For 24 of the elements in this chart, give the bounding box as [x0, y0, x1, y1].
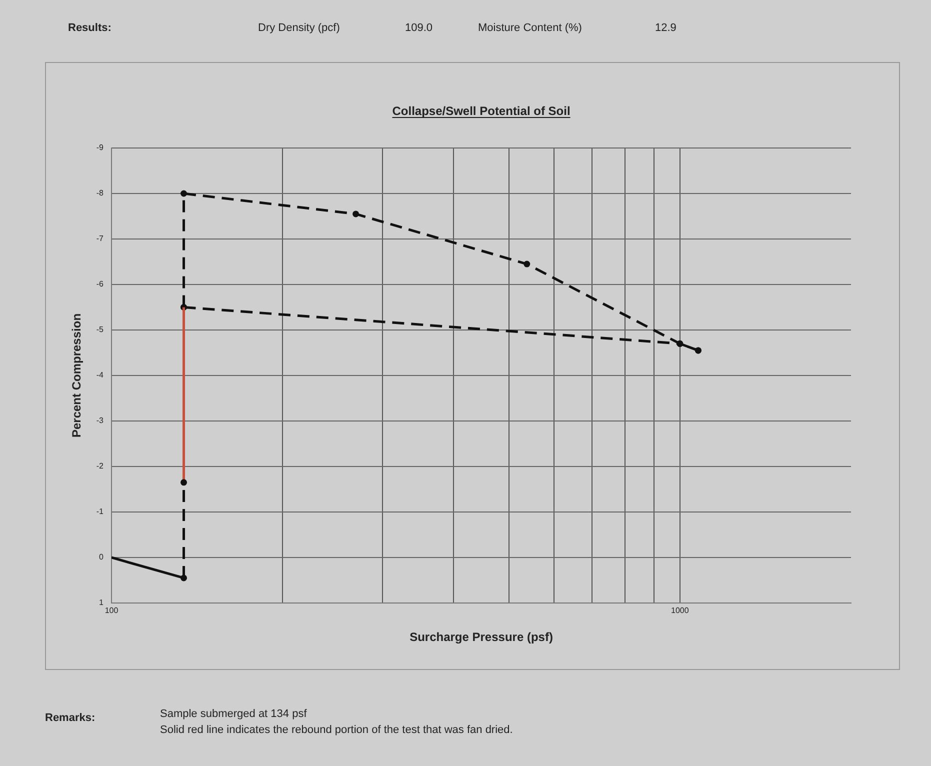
y-tick-label: -9 [96, 143, 104, 152]
text: 12.9 [655, 22, 676, 34]
y-tick-label: -3 [96, 416, 104, 426]
y-tick-label: 1 [99, 598, 104, 608]
x-tick-label: 1000 [671, 606, 690, 616]
y-tick-label: -4 [96, 370, 104, 380]
y-tick-label: -7 [96, 234, 104, 244]
y-tick-label: 0 [99, 552, 104, 562]
text: Solid red line indicates the rebound portion of the test that was fan dried. [160, 724, 513, 736]
y-tick-label: -6 [96, 280, 104, 289]
y-tick-label: -5 [96, 325, 104, 334]
text: Remarks: [45, 712, 96, 724]
chart-title: Collapse/Swell Potential of Soil [392, 104, 570, 118]
x-tick-label: 100 [104, 606, 119, 616]
x-axis-title: Surcharge Pressure (psf) [410, 630, 553, 644]
y-tick-label: -8 [96, 188, 104, 198]
y-axis-title: Percent Compression [70, 313, 84, 438]
text: Results: [68, 22, 112, 34]
y-tick-label: -2 [96, 462, 104, 471]
text: Sample submerged at 134 psf [160, 708, 307, 720]
text: Dry Density (pcf) [258, 22, 340, 34]
text: 109.0 [405, 22, 433, 34]
y-tick-label: -1 [96, 507, 104, 516]
text: Moisture Content (%) [478, 22, 582, 34]
